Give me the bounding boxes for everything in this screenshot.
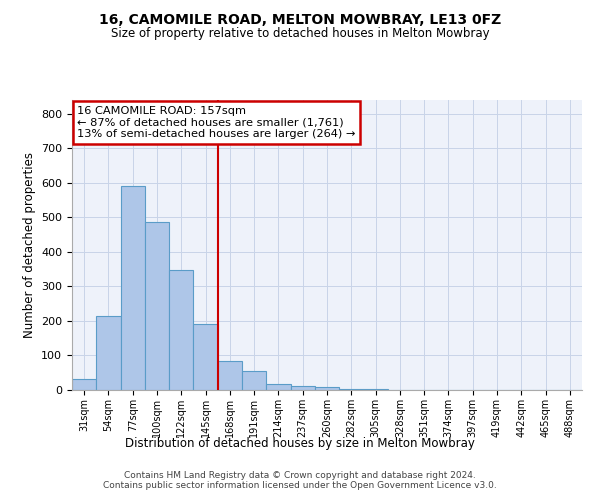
Text: Distribution of detached houses by size in Melton Mowbray: Distribution of detached houses by size … [125, 438, 475, 450]
Bar [218, 361, 242, 390]
Text: 16 CAMOMILE ROAD: 157sqm
← 87% of detached houses are smaller (1,761)
13% of sem: 16 CAMOMILE ROAD: 157sqm ← 87% of detach… [77, 106, 355, 139]
Bar [96, 316, 121, 390]
Y-axis label: Number of detached properties: Number of detached properties [23, 152, 35, 338]
Bar [339, 389, 364, 390]
Text: Contains HM Land Registry data © Crown copyright and database right 2024.
Contai: Contains HM Land Registry data © Crown c… [103, 470, 497, 490]
Text: 16, CAMOMILE ROAD, MELTON MOWBRAY, LE13 0FZ: 16, CAMOMILE ROAD, MELTON MOWBRAY, LE13 … [99, 12, 501, 26]
Text: Size of property relative to detached houses in Melton Mowbray: Size of property relative to detached ho… [110, 28, 490, 40]
Bar [315, 387, 339, 390]
Bar [72, 378, 96, 390]
Bar [193, 324, 218, 390]
Bar [266, 384, 290, 390]
Bar [290, 386, 315, 390]
Bar [145, 222, 169, 390]
Bar [169, 270, 193, 390]
Bar [242, 372, 266, 390]
Bar [121, 186, 145, 390]
